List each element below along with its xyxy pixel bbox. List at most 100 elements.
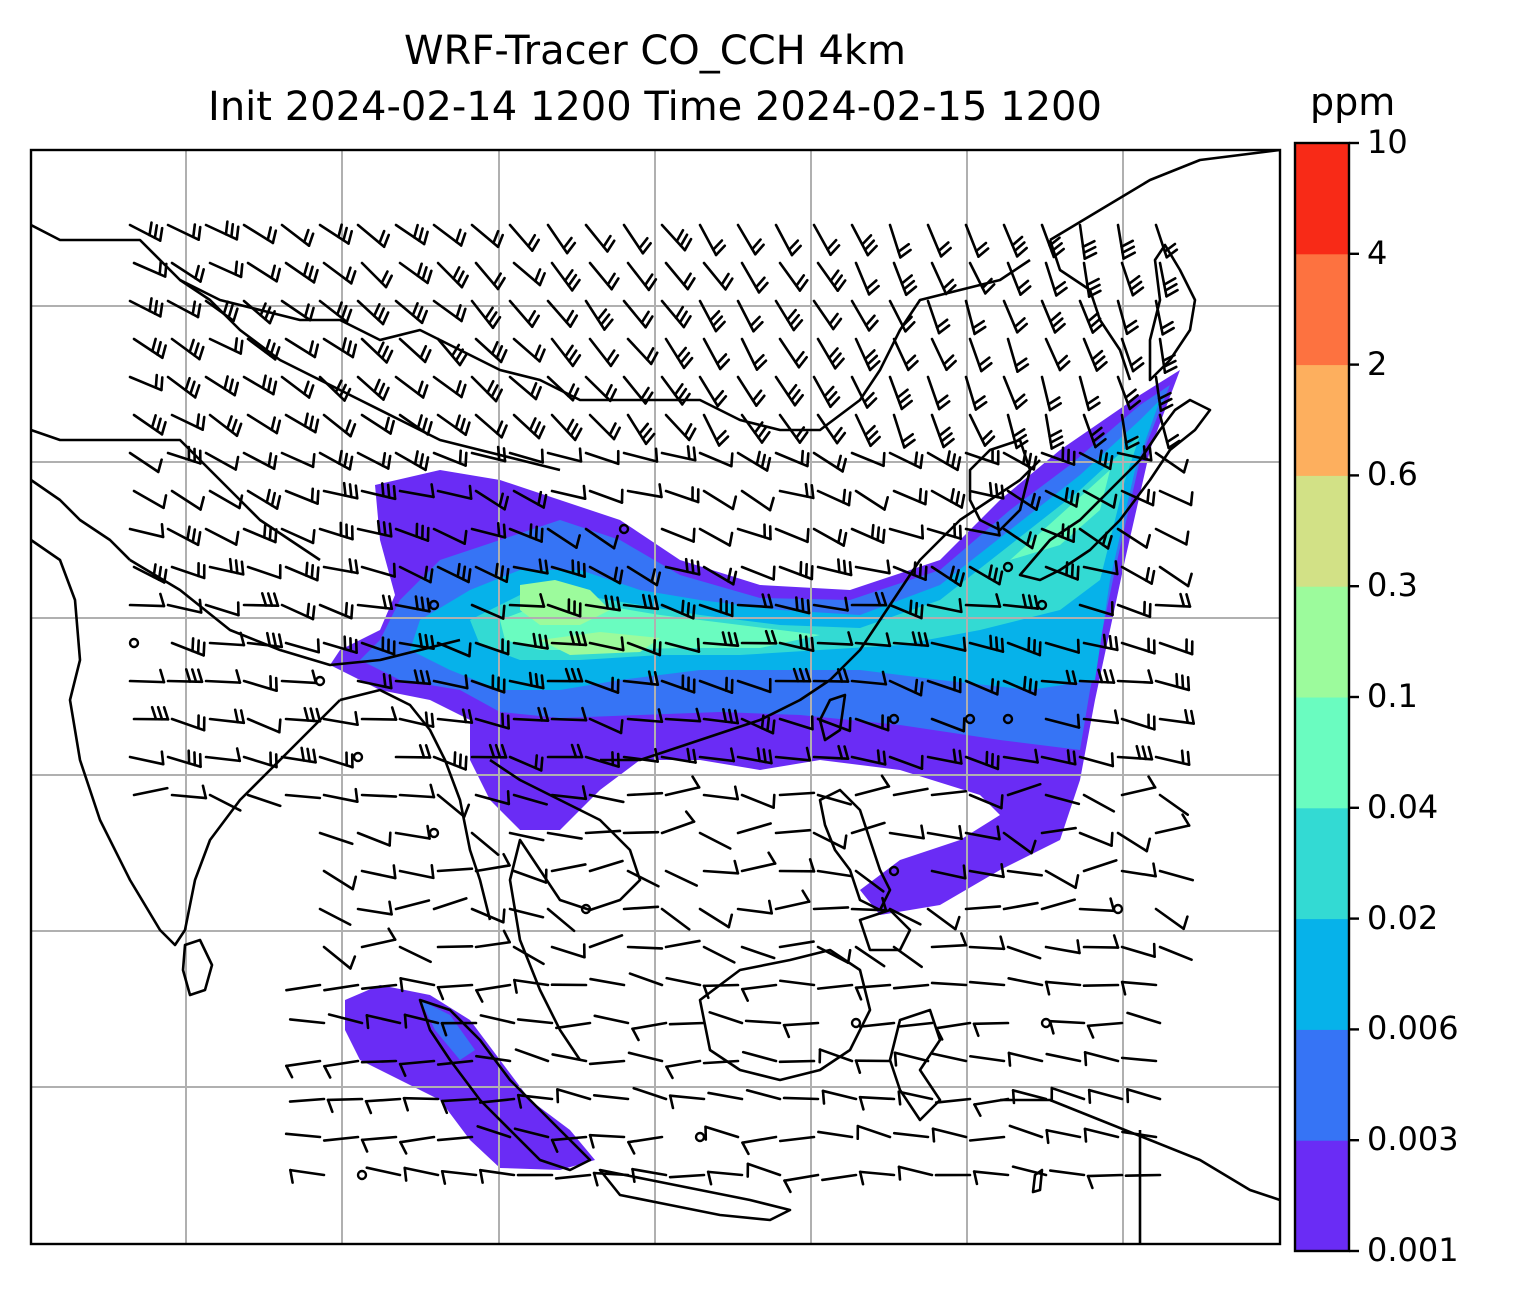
wind-barb	[892, 261, 918, 297]
wind-barb	[668, 1173, 706, 1179]
wind-barb	[546, 223, 577, 255]
wind-barb	[1083, 1127, 1120, 1143]
wind-barb	[930, 337, 957, 372]
wind-barb	[1002, 375, 1028, 410]
wind-barb	[1082, 633, 1119, 652]
wind-barb	[664, 486, 700, 504]
wind-barb	[812, 596, 849, 612]
wind-barb	[812, 375, 841, 409]
wind-barb	[204, 747, 242, 763]
wind-barb	[436, 413, 471, 437]
wind-barb	[740, 413, 771, 444]
colorbar-tick-label: 0.003	[1367, 1120, 1459, 1159]
calm-circle	[1002, 561, 1014, 573]
wind-barb	[660, 445, 697, 462]
wind-barb	[170, 784, 208, 800]
wind-barb	[318, 831, 354, 846]
wind-barb	[702, 785, 740, 801]
wind-barb	[242, 675, 278, 693]
wind-barb	[360, 927, 397, 949]
wind-barb	[702, 413, 730, 447]
wind-barb	[774, 299, 804, 332]
wind-barb	[1078, 600, 1114, 617]
wind-barb	[622, 670, 660, 686]
wind-barb	[816, 337, 845, 370]
wind-barb	[622, 905, 660, 911]
tracer-plume	[330, 370, 1180, 1170]
wind-barb	[1158, 793, 1190, 816]
wind-barb	[708, 1010, 744, 1025]
wind-barb	[1158, 869, 1195, 882]
wind-barb	[551, 1053, 588, 1063]
wind-barb	[550, 785, 588, 801]
wind-barb	[778, 858, 816, 873]
wind-barb	[242, 751, 278, 769]
wind-barb	[166, 525, 202, 547]
wind-barb	[318, 299, 353, 324]
wind-barb	[322, 481, 359, 500]
wind-barb	[1007, 1051, 1044, 1067]
wind-barb	[166, 375, 201, 399]
wind-barb	[1116, 299, 1139, 336]
wind-barb	[403, 1166, 440, 1182]
wind-barb	[589, 977, 626, 987]
calm-circle	[888, 713, 900, 725]
wind-barb	[470, 743, 508, 759]
wind-barb	[588, 413, 621, 441]
calm-circle	[352, 751, 364, 763]
wind-barb	[208, 260, 244, 279]
wind-barb	[858, 1021, 896, 1028]
wind-barb	[1044, 561, 1080, 581]
wind-barb	[132, 489, 168, 510]
wind-barb	[774, 596, 811, 615]
wind-barb	[588, 1059, 626, 1066]
wind-barb	[1002, 675, 1038, 696]
wind-barb	[816, 983, 854, 990]
wind-barb	[892, 487, 928, 506]
colorbar-segment	[1295, 364, 1349, 476]
wind-barb	[588, 261, 620, 291]
coast-borneo	[698, 948, 872, 1082]
wind-barb	[850, 896, 888, 912]
colorbar-segment	[1295, 918, 1349, 1030]
colorbar-segment	[1295, 586, 1349, 698]
wind-barb	[474, 562, 510, 584]
wind-barb	[208, 631, 246, 647]
wind-barb	[698, 676, 734, 694]
coastlines	[31, 150, 1280, 1244]
wind-barb	[128, 523, 165, 539]
wind-barb	[702, 631, 740, 647]
wind-barb	[394, 223, 429, 246]
wind-barb	[394, 450, 430, 472]
coast-korea	[968, 438, 1032, 532]
wind-barb	[1002, 449, 1038, 471]
wind-barb	[204, 220, 240, 241]
wind-barb	[746, 1162, 782, 1178]
wind-barb	[926, 223, 952, 258]
wind-barb	[897, 1165, 934, 1181]
wind-barb	[698, 747, 736, 763]
wind-barb	[850, 591, 888, 607]
colorbar-unit: ppm	[1310, 80, 1396, 124]
wind-barb	[778, 1059, 816, 1064]
wind-barb	[327, 1013, 364, 1025]
wind-barb	[166, 749, 202, 769]
wind-barb	[398, 261, 433, 285]
wind-barb	[284, 638, 321, 654]
wind-barb	[584, 594, 621, 612]
wind-barb	[394, 595, 431, 613]
border-nepal	[129, 558, 461, 667]
wind-barb	[968, 793, 1004, 810]
wind-barb	[470, 831, 500, 856]
wind-barb	[1082, 261, 1102, 298]
wind-barb	[1120, 942, 1156, 958]
wind-barb	[778, 1135, 816, 1143]
wind-barb	[246, 488, 282, 510]
wind-barb	[1006, 782, 1042, 797]
wind-barb	[622, 593, 660, 611]
wind-barb	[850, 223, 878, 257]
wind-barb	[931, 1052, 968, 1063]
wind-barb	[812, 527, 848, 547]
coast-china	[829, 459, 1041, 681]
wind-barb	[204, 527, 240, 546]
